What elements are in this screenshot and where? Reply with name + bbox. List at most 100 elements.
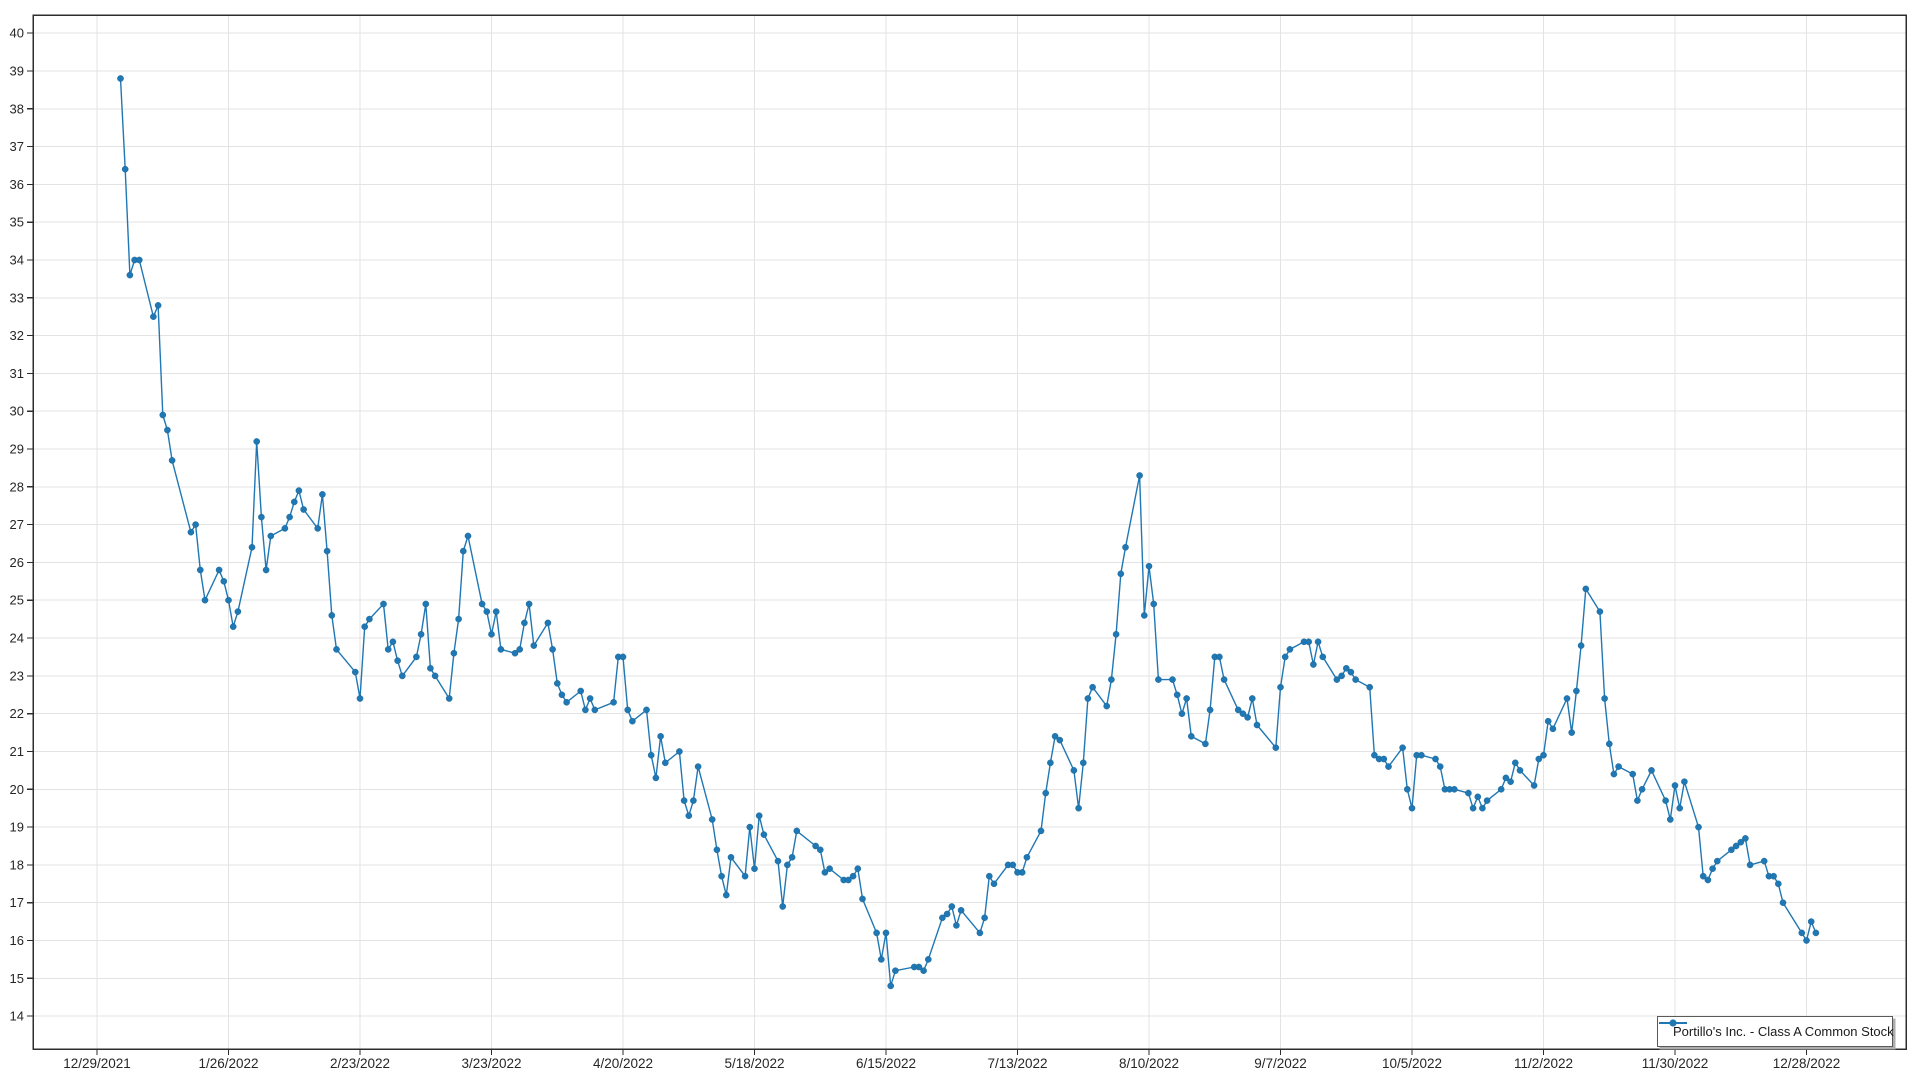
- data-point-marker[interactable]: [953, 922, 960, 929]
- data-point-marker[interactable]: [727, 854, 735, 861]
- data-point-marker[interactable]: [497, 646, 505, 653]
- data-point-marker[interactable]: [1803, 937, 1810, 944]
- data-point-marker[interactable]: [751, 865, 758, 873]
- data-point-marker[interactable]: [1319, 653, 1327, 661]
- data-point-marker[interactable]: [755, 812, 763, 820]
- data-point-marker[interactable]: [1699, 872, 1707, 880]
- data-point-marker[interactable]: [1507, 778, 1514, 786]
- data-point-marker[interactable]: [422, 600, 430, 608]
- data-point-marker[interactable]: [1108, 676, 1115, 683]
- data-point-marker[interactable]: [1018, 869, 1026, 876]
- data-point-marker[interactable]: [713, 846, 721, 854]
- data-point-marker[interactable]: [455, 615, 462, 623]
- data-point-marker[interactable]: [694, 763, 702, 770]
- data-point-marker[interactable]: [478, 600, 486, 608]
- data-point-marker[interactable]: [196, 566, 204, 574]
- data-point-marker[interactable]: [1352, 676, 1359, 683]
- data-point-marker[interactable]: [1272, 744, 1280, 752]
- data-point-marker[interactable]: [511, 649, 519, 657]
- data-point-marker[interactable]: [1742, 835, 1749, 842]
- data-point-marker[interactable]: [159, 411, 167, 419]
- data-point-marker[interactable]: [549, 646, 556, 653]
- data-point-marker[interactable]: [1112, 631, 1120, 638]
- data-point-marker[interactable]: [812, 842, 819, 850]
- data-point-marker[interactable]: [1084, 695, 1092, 702]
- data-point-marker[interactable]: [1305, 638, 1312, 646]
- data-point-marker[interactable]: [1080, 759, 1087, 767]
- data-point-marker[interactable]: [300, 506, 307, 513]
- data-point-marker[interactable]: [319, 491, 326, 498]
- data-point-marker[interactable]: [295, 487, 303, 494]
- data-point-marker[interactable]: [887, 982, 895, 990]
- data-point-marker[interactable]: [784, 861, 791, 869]
- data-point-marker[interactable]: [314, 525, 322, 532]
- data-point-marker[interactable]: [445, 695, 453, 702]
- data-point-marker[interactable]: [1366, 683, 1373, 691]
- data-point-marker[interactable]: [1183, 695, 1190, 702]
- data-point-marker[interactable]: [1775, 880, 1782, 888]
- data-point-marker[interactable]: [708, 816, 716, 823]
- data-point-marker[interactable]: [262, 566, 270, 574]
- data-point-marker[interactable]: [1483, 797, 1491, 804]
- data-point-marker[interactable]: [427, 665, 434, 672]
- data-point-marker[interactable]: [258, 513, 265, 521]
- data-point-marker[interactable]: [554, 680, 561, 687]
- data-point-marker[interactable]: [1465, 789, 1472, 797]
- data-point-marker[interactable]: [1779, 899, 1787, 907]
- data-point-marker[interactable]: [1206, 706, 1214, 714]
- data-point-marker[interactable]: [821, 869, 829, 876]
- data-point-marker[interactable]: [986, 872, 993, 880]
- data-point-marker[interactable]: [793, 827, 801, 835]
- data-point-marker[interactable]: [1469, 804, 1477, 812]
- data-point-marker[interactable]: [488, 631, 495, 638]
- data-point-marker[interactable]: [976, 929, 984, 937]
- data-point-marker[interactable]: [1432, 755, 1439, 763]
- data-point-marker[interactable]: [1380, 755, 1388, 763]
- data-point-marker[interactable]: [121, 165, 129, 173]
- data-point-marker[interactable]: [1610, 770, 1618, 778]
- data-point-marker[interactable]: [1155, 676, 1162, 683]
- data-point-marker[interactable]: [1634, 797, 1641, 804]
- data-point-marker[interactable]: [610, 699, 617, 706]
- data-point-marker[interactable]: [925, 956, 932, 963]
- data-point-marker[interactable]: [521, 619, 528, 627]
- data-point-marker[interactable]: [1253, 721, 1261, 729]
- data-point-marker[interactable]: [1103, 702, 1110, 710]
- data-point-marker[interactable]: [1333, 676, 1341, 683]
- data-point-marker[interactable]: [492, 608, 500, 615]
- data-point-marker[interactable]: [384, 646, 392, 653]
- data-point-marker[interactable]: [652, 774, 660, 782]
- data-point-marker[interactable]: [1737, 838, 1745, 846]
- data-point-marker[interactable]: [187, 528, 195, 536]
- data-point-marker[interactable]: [943, 910, 951, 918]
- data-point-marker[interactable]: [1638, 786, 1646, 793]
- data-point-marker[interactable]: [957, 907, 965, 914]
- data-point-marker[interactable]: [1404, 786, 1411, 793]
- data-point-marker[interactable]: [1732, 842, 1740, 850]
- data-point-marker[interactable]: [1145, 562, 1153, 570]
- data-point-marker[interactable]: [1141, 612, 1148, 619]
- data-point-marker[interactable]: [845, 876, 852, 884]
- data-point-marker[interactable]: [1451, 786, 1458, 793]
- data-point-marker[interactable]: [1216, 653, 1223, 661]
- data-point-marker[interactable]: [1728, 846, 1735, 854]
- data-point-marker[interactable]: [1746, 861, 1754, 869]
- data-point-marker[interactable]: [849, 872, 857, 880]
- data-point-marker[interactable]: [516, 646, 524, 653]
- data-point-marker[interactable]: [741, 872, 749, 880]
- data-point-marker[interactable]: [1812, 929, 1820, 937]
- data-point-marker[interactable]: [657, 733, 664, 740]
- data-point-marker[interactable]: [882, 929, 890, 937]
- data-point-marker[interactable]: [431, 672, 439, 680]
- data-point-marker[interactable]: [1277, 683, 1284, 691]
- data-point-marker[interactable]: [380, 600, 387, 608]
- data-point-marker[interactable]: [662, 759, 669, 767]
- data-point-marker[interactable]: [760, 831, 768, 838]
- data-point-marker[interactable]: [525, 600, 533, 608]
- data-point-marker[interactable]: [718, 872, 725, 880]
- data-point-marker[interactable]: [1512, 759, 1519, 767]
- data-point-marker[interactable]: [878, 956, 885, 963]
- price-series[interactable]: [117, 75, 1820, 990]
- data-point-marker[interactable]: [1502, 774, 1510, 782]
